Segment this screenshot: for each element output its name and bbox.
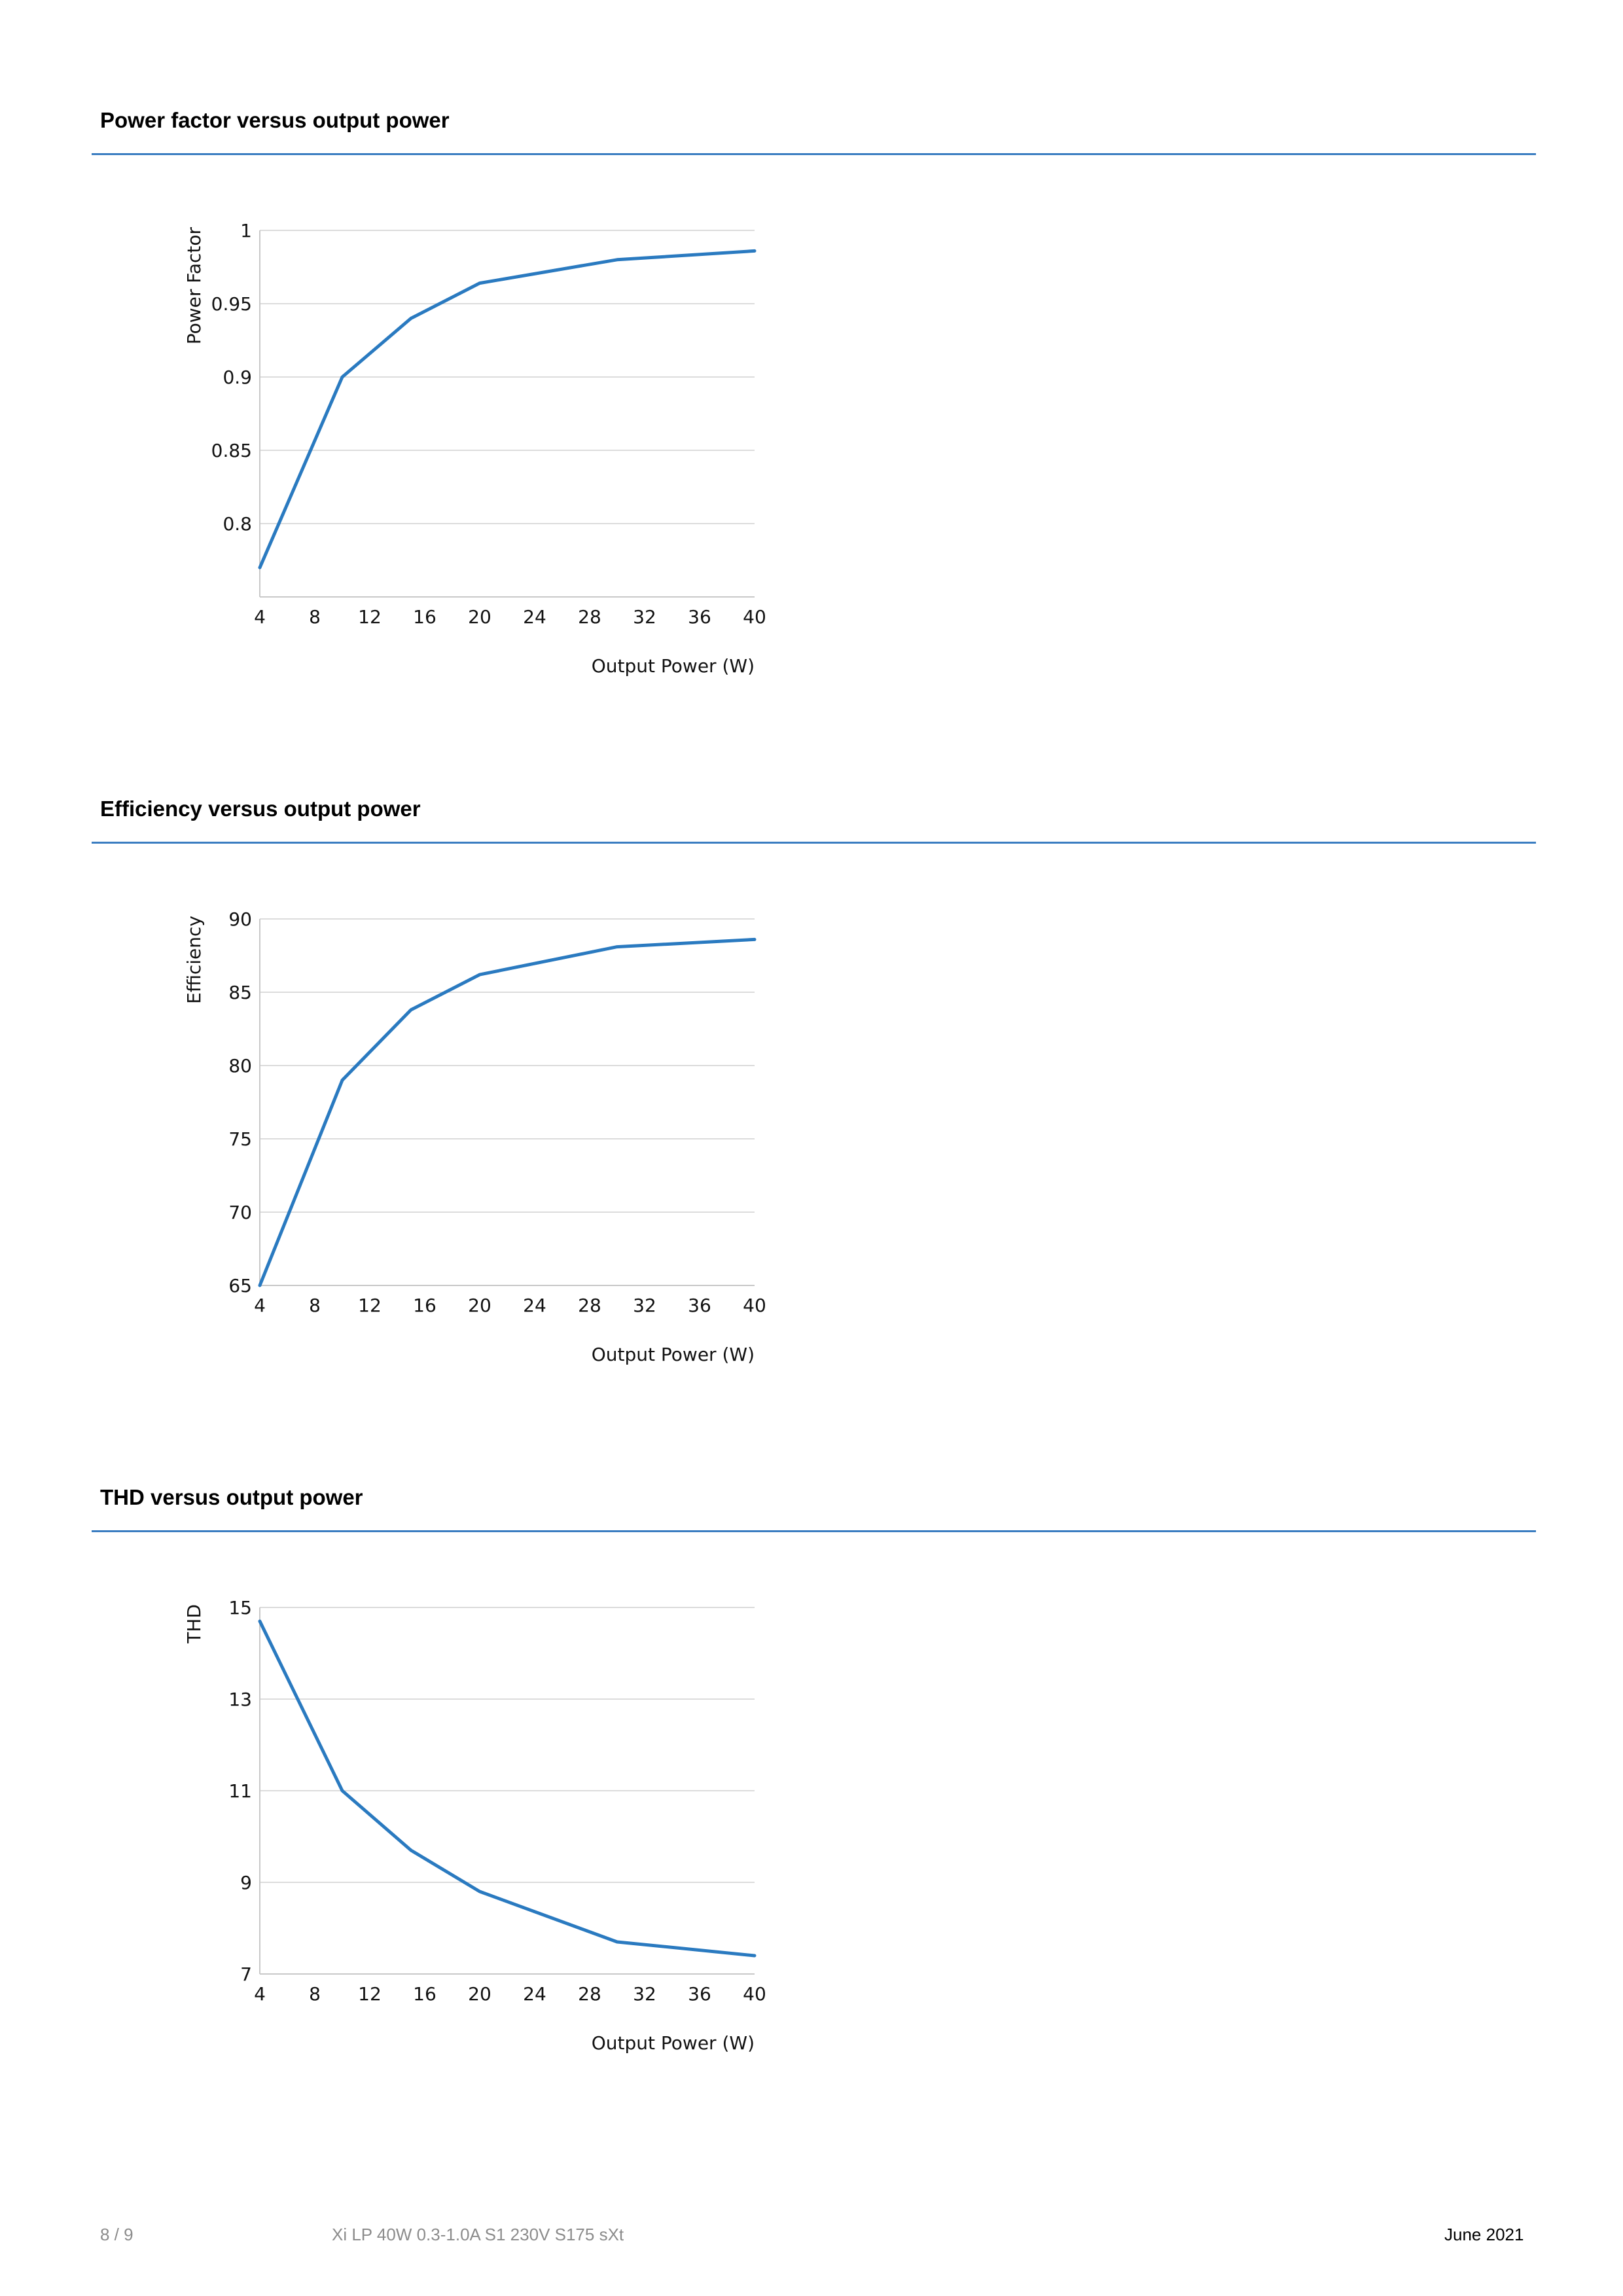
y-axis-title: THD — [183, 1604, 205, 1644]
x-tick-label: 32 — [633, 1295, 656, 1316]
x-tick-label: 28 — [578, 606, 601, 628]
x-axis-title: Output Power (W) — [592, 1344, 755, 1365]
y-tick-label: 70 — [228, 1202, 252, 1223]
y-tick-label: 90 — [228, 908, 252, 930]
x-tick-label: 36 — [688, 606, 711, 628]
x-tick-label: 4 — [254, 1295, 266, 1316]
x-tick-label: 24 — [523, 1295, 546, 1316]
y-axis-title: Efficiency — [183, 916, 205, 1004]
section-divider — [92, 1530, 1536, 1532]
document-date: June 2021 — [1444, 2225, 1524, 2244]
section-title-power-factor: Power factor versus output power — [100, 108, 450, 132]
thd-chart: 15 13 11 9 74 8 12 16 20 24 28 32 36 40 Output Power (… — [183, 1597, 766, 2054]
series-line — [258, 937, 757, 1287]
x-tick-label: 24 — [523, 606, 546, 628]
y-tick-label: 0.9 — [223, 367, 252, 388]
x-tick-label: 40 — [743, 606, 766, 628]
x-tick-label: 12 — [358, 1295, 382, 1316]
x-tick-label: 16 — [413, 1295, 437, 1316]
product-name: Xi LP 40W 0.3-1.0A S1 230V S175 sXt — [332, 2225, 624, 2244]
x-tick-label: 8 — [309, 606, 321, 628]
x-tick-label: 20 — [468, 1983, 491, 2005]
y-tick-label: 13 — [228, 1689, 252, 1710]
y-tick-label: 0.85 — [211, 440, 252, 461]
y-tick-label: 0.95 — [211, 293, 252, 315]
x-tick-label: 20 — [468, 606, 491, 628]
x-tick-label: 4 — [254, 1983, 266, 2005]
x-axis-title: Output Power (W) — [592, 2032, 755, 2054]
x-tick-label: 40 — [743, 1983, 766, 2005]
x-tick-label: 40 — [743, 1295, 766, 1316]
x-tick-label: 24 — [523, 1983, 546, 2005]
y-tick-label: 80 — [228, 1055, 252, 1077]
x-tick-label: 4 — [254, 606, 266, 628]
x-tick-label: 28 — [578, 1295, 601, 1316]
x-tick-label: 36 — [688, 1983, 711, 2005]
y-tick-label: 9 — [240, 1872, 252, 1893]
x-tick-label: 32 — [633, 1983, 656, 2005]
x-tick-label: 20 — [468, 1295, 491, 1316]
y-tick-label: 85 — [228, 982, 252, 1003]
y-tick-label: 75 — [228, 1128, 252, 1150]
series-line — [258, 1619, 757, 1958]
section-divider — [92, 842, 1536, 844]
x-tick-label: 28 — [578, 1983, 601, 2005]
section-divider — [92, 153, 1536, 155]
x-tick-label: 8 — [309, 1295, 321, 1316]
y-tick-label: 11 — [228, 1780, 252, 1802]
y-axis-title: Power Factor — [183, 227, 205, 345]
y-tick-label: 7 — [240, 1964, 252, 1985]
y-tick-label: 15 — [228, 1597, 252, 1619]
y-tick-label: 0.8 — [223, 513, 252, 535]
x-tick-label: 16 — [413, 1983, 437, 2005]
x-tick-label: 36 — [688, 1295, 711, 1316]
x-tick-label: 8 — [309, 1983, 321, 2005]
efficiency-chart: 90 85 80 75 70 654 8 12 16 20 24 28 32 36 40 Output Pow… — [183, 908, 766, 1365]
section-title-efficiency: Efficiency versus output power — [100, 797, 421, 821]
series-line — [258, 249, 757, 569]
y-tick-label: 65 — [228, 1275, 252, 1297]
x-axis-title: Output Power (W) — [592, 655, 755, 677]
page-number: 8 / 9 — [100, 2225, 134, 2244]
x-tick-label: 32 — [633, 606, 656, 628]
y-tick-label: 1 — [240, 220, 252, 242]
power-factor-chart: 1 0.95 0.9 0.85 0.8 4 8 12 16 20 24 28 32 36 40 Output … — [183, 220, 766, 677]
section-title-thd: THD versus output power — [100, 1485, 363, 1509]
x-tick-label: 16 — [413, 606, 437, 628]
x-tick-label: 12 — [358, 606, 382, 628]
x-tick-label: 12 — [358, 1983, 382, 2005]
